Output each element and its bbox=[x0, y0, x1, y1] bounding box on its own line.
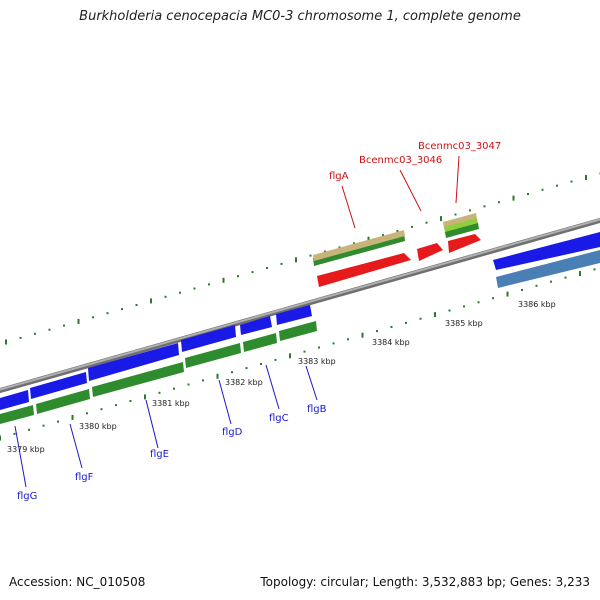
cds-flgF[interactable] bbox=[30, 372, 87, 399]
cds-flgC[interactable] bbox=[240, 316, 272, 335]
map-title: Burkholderia cenocepacia MC0-3 chromosom… bbox=[79, 9, 521, 24]
gene-flgC[interactable] bbox=[243, 333, 277, 352]
leader-flgA bbox=[341, 185, 356, 229]
gene-flgB[interactable] bbox=[279, 321, 317, 341]
cds-right-steelblue[interactable] bbox=[496, 250, 600, 288]
gene-Bcenmc03_3047[interactable] bbox=[445, 223, 479, 238]
leader-flgB bbox=[305, 365, 318, 401]
leader-Bcenmc03_3046 bbox=[399, 169, 422, 212]
kbp-label: 3381 kbp bbox=[152, 399, 190, 408]
outer-tick-row bbox=[5, 172, 600, 345]
kbp-label: 3385 kbp bbox=[445, 319, 483, 328]
gene-label-flgG[interactable]: flgG bbox=[17, 491, 37, 502]
leader-flgD bbox=[218, 379, 232, 425]
gene-label-flgB[interactable]: flgB bbox=[307, 404, 327, 415]
gene-label-flgD[interactable]: flgD bbox=[222, 427, 243, 438]
cds-Bcenmc03_3046[interactable] bbox=[417, 243, 443, 261]
chromosome-backbone-highlight bbox=[0, 218, 600, 391]
reverse-strand-features bbox=[0, 305, 317, 424]
gene-label-Bcenmc03_3046[interactable]: Bcenmc03_3046 bbox=[359, 155, 442, 166]
cds-Bcenmc03_3047[interactable] bbox=[448, 234, 481, 253]
kbp-label: 3383 kbp bbox=[298, 357, 336, 366]
cds-flgD[interactable] bbox=[181, 325, 236, 352]
gene-flgF[interactable] bbox=[36, 389, 90, 414]
gene-label-flgA[interactable]: flgA bbox=[329, 171, 349, 182]
gene-flgG[interactable] bbox=[0, 405, 34, 424]
gene-Bcenmc03_3047-lightgreen[interactable] bbox=[444, 218, 478, 233]
cds-flgE[interactable] bbox=[88, 343, 179, 381]
label-leaders bbox=[14, 155, 460, 488]
cds-right-blue[interactable] bbox=[493, 232, 600, 270]
leader-flgG bbox=[14, 425, 27, 488]
kbp-label: 3379 kbp bbox=[7, 445, 45, 454]
accession-text: Accession: NC_010508 bbox=[9, 575, 146, 589]
leader-Bcenmc03_3047 bbox=[455, 155, 460, 204]
forward-strand-features bbox=[313, 213, 600, 288]
gene-label-flgE[interactable]: flgE bbox=[150, 449, 169, 460]
leader-flgC bbox=[265, 364, 280, 410]
leader-flgE bbox=[145, 399, 159, 449]
topology-info-text: Topology: circular; Length: 3,532,883 bp… bbox=[260, 575, 590, 589]
gene-labels: flgG flgF flgE flgD flgC flgB flgA Bcenm… bbox=[17, 141, 501, 502]
cds-flgG[interactable] bbox=[0, 390, 29, 410]
leader-flgF bbox=[69, 423, 83, 469]
kbp-label: 3382 kbp bbox=[225, 378, 263, 387]
kbp-label: 3384 kbp bbox=[372, 338, 410, 347]
gene-flgA-tan[interactable] bbox=[313, 230, 405, 261]
gene-label-flgC[interactable]: flgC bbox=[269, 413, 289, 424]
gene-label-flgF[interactable]: flgF bbox=[75, 472, 94, 483]
gene-flgE[interactable] bbox=[92, 362, 184, 397]
kbp-label: 3380 kbp bbox=[79, 422, 117, 431]
kbp-label: 3386 kbp bbox=[518, 300, 556, 309]
gene-Bcenmc03_3047-tan[interactable] bbox=[443, 213, 477, 228]
gene-flgD[interactable] bbox=[185, 343, 241, 368]
cds-flgB[interactable] bbox=[276, 305, 312, 325]
gene-label-Bcenmc03_3047[interactable]: Bcenmc03_3047 bbox=[418, 141, 501, 152]
cds-flgA[interactable] bbox=[317, 253, 411, 287]
inner-tick-row bbox=[0, 268, 596, 441]
kbp-axis-labels: 3379 kbp 3380 kbp 3381 kbp 3382 kbp 3383… bbox=[7, 300, 556, 454]
